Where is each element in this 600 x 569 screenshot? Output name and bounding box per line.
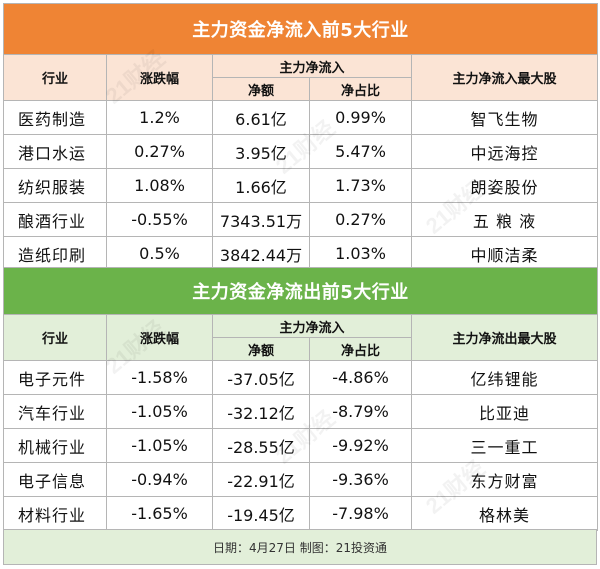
net-ratio-cell: -4.86% xyxy=(309,360,412,395)
table-row: 医药制造 1.2% 6.61亿 0.99% 智飞生物 xyxy=(3,100,599,135)
top-stock-cell: 中远海控 xyxy=(410,134,599,169)
net-ratio-cell: 1.03% xyxy=(309,236,412,271)
inflow-header-net-amount: 净额 xyxy=(212,77,310,101)
industry-cell: 电子信息 xyxy=(3,462,107,497)
table-row: 材料行业 -1.65% -19.45亿 -7.98% 格林美 xyxy=(3,496,599,531)
outflow-header-change: 涨跌幅 xyxy=(106,314,213,361)
net-ratio-cell: 1.73% xyxy=(309,168,412,203)
outflow-title: 主力资金净流出前5大行业 xyxy=(2,267,599,315)
inflow-header-net-group: 主力净流入 xyxy=(212,54,412,78)
outflow-header-net-amount: 净额 xyxy=(212,337,310,361)
industry-cell: 纺织服装 xyxy=(3,168,107,203)
top-stock-cell: 东方财富 xyxy=(410,462,599,497)
industry-cell: 港口水运 xyxy=(3,134,107,169)
table-row: 港口水运 0.27% 3.95亿 5.47% 中远海控 xyxy=(3,134,599,169)
outflow-header-top-stock: 主力净流出最大股 xyxy=(410,314,599,361)
top-stock-cell: 智飞生物 xyxy=(410,100,599,135)
table-row: 电子元件 -1.58% -37.05亿 -4.86% 亿纬锂能 xyxy=(3,360,599,395)
change-cell: -0.94% xyxy=(106,462,213,497)
top-stock-cell: 比亚迪 xyxy=(410,394,599,429)
table-row: 电子信息 -0.94% -22.91亿 -9.36% 东方财富 xyxy=(3,462,599,497)
net-amount-cell: -37.05亿 xyxy=(212,360,310,395)
net-amount-cell: 3842.44万 xyxy=(212,236,310,271)
change-cell: 0.5% xyxy=(106,236,213,271)
outflow-header-industry: 行业 xyxy=(3,314,107,361)
net-amount-cell: -22.91亿 xyxy=(212,462,310,497)
net-ratio-cell: -7.98% xyxy=(309,496,412,531)
net-ratio-cell: 0.27% xyxy=(309,202,412,237)
change-cell: 1.2% xyxy=(106,100,213,135)
net-ratio-cell: 5.47% xyxy=(309,134,412,169)
net-amount-cell: -19.45亿 xyxy=(212,496,310,531)
net-amount-cell: 7343.51万 xyxy=(212,202,310,237)
top-stock-cell: 五 粮 液 xyxy=(410,202,599,237)
table-row: 造纸印刷 0.5% 3842.44万 1.03% 中顺洁柔 xyxy=(3,236,599,271)
net-ratio-cell: -9.36% xyxy=(309,462,412,497)
net-ratio-cell: -8.79% xyxy=(309,394,412,429)
change-cell: 0.27% xyxy=(106,134,213,169)
outflow-header-net-group: 主力净流入 xyxy=(212,314,412,338)
inflow-rows: 医药制造 1.2% 6.61亿 0.99% 智飞生物 港口水运 0.27% 3.95亿 5.47… xyxy=(3,100,599,271)
inflow-header-change: 涨跌幅 xyxy=(106,54,213,101)
top-stock-cell: 三一重工 xyxy=(410,428,599,463)
industry-cell: 材料行业 xyxy=(3,496,107,531)
outflow-table: 主力资金净流出前5大行业 行业 涨跌幅 主力净流入 主力净流出最大股 净额 净占… xyxy=(2,267,599,531)
inflow-title: 主力资金净流入前5大行业 xyxy=(2,3,599,55)
net-ratio-cell: 0.99% xyxy=(309,100,412,135)
table-row: 纺织服装 1.08% 1.66亿 1.73% 朗姿股份 xyxy=(3,168,599,203)
change-cell: -1.58% xyxy=(106,360,213,395)
change-cell: -1.05% xyxy=(106,428,213,463)
table-row: 机械行业 -1.05% -28.55亿 -9.92% 三一重工 xyxy=(3,428,599,463)
net-amount-cell: 3.95亿 xyxy=(212,134,310,169)
top-stock-cell: 朗姿股份 xyxy=(410,168,599,203)
industry-cell: 机械行业 xyxy=(3,428,107,463)
net-amount-cell: -32.12亿 xyxy=(212,394,310,429)
net-ratio-cell: -9.92% xyxy=(309,428,412,463)
change-cell: -0.55% xyxy=(106,202,213,237)
outflow-rows: 电子元件 -1.58% -37.05亿 -4.86% 亿纬锂能 汽车行业 -1.05% -32… xyxy=(3,360,599,531)
inflow-table: 主力资金净流入前5大行业 行业 涨跌幅 主力净流入 主力净流入最大股 净额 净占… xyxy=(2,3,599,271)
table-row: 酿酒行业 -0.55% 7343.51万 0.27% 五 粮 液 xyxy=(3,202,599,237)
industry-cell: 电子元件 xyxy=(3,360,107,395)
net-amount-cell: 6.61亿 xyxy=(212,100,310,135)
industry-cell: 酿酒行业 xyxy=(3,202,107,237)
net-amount-cell: -28.55亿 xyxy=(212,428,310,463)
top-stock-cell: 中顺洁柔 xyxy=(410,236,599,271)
net-amount-cell: 1.66亿 xyxy=(212,168,310,203)
outflow-header-net-ratio: 净占比 xyxy=(309,337,412,361)
change-cell: -1.05% xyxy=(106,394,213,429)
change-cell: -1.65% xyxy=(106,496,213,531)
industry-cell: 造纸印刷 xyxy=(3,236,107,271)
inflow-header-top-stock: 主力净流入最大股 xyxy=(410,54,599,101)
industry-cell: 汽车行业 xyxy=(3,394,107,429)
change-cell: 1.08% xyxy=(106,168,213,203)
footer-caption: 日期：4月27日 制图：21投资通 xyxy=(3,529,597,565)
top-stock-cell: 亿纬锂能 xyxy=(410,360,599,395)
table-row: 汽车行业 -1.05% -32.12亿 -8.79% 比亚迪 xyxy=(3,394,599,429)
industry-cell: 医药制造 xyxy=(3,100,107,135)
inflow-header-net-ratio: 净占比 xyxy=(309,77,412,101)
inflow-header-industry: 行业 xyxy=(3,54,107,101)
top-stock-cell: 格林美 xyxy=(410,496,599,531)
